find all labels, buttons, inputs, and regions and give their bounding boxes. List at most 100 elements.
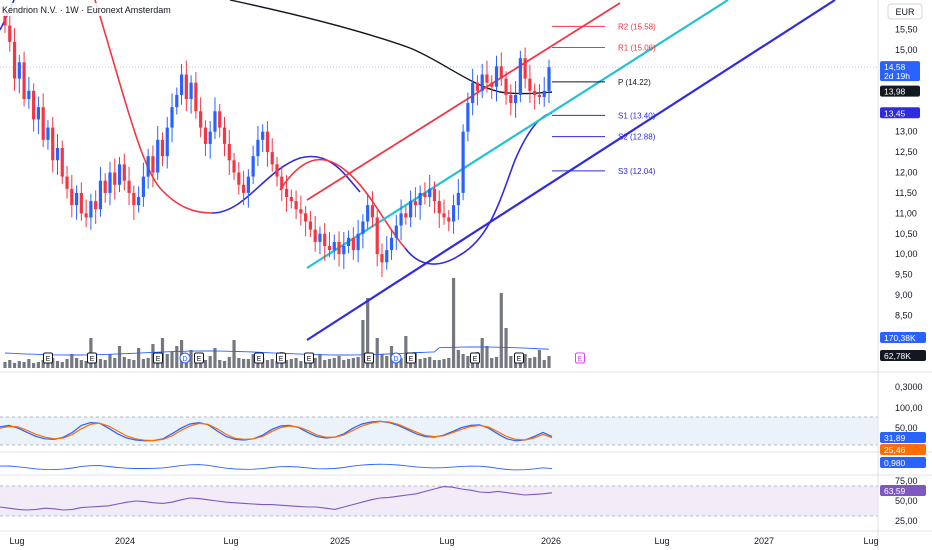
candle-body [98,180,103,210]
candle [432,181,437,214]
volume-bar [70,354,74,368]
currency-label[interactable]: EUR [887,3,923,20]
volume-bar [494,357,499,368]
volume-bar [22,362,26,368]
candle-body [413,201,417,206]
price-tick: 11,00 [895,208,917,218]
volume-bar [246,359,250,368]
rsi-pane-bg [0,485,878,517]
candle-body [313,229,317,242]
candle [141,162,145,207]
event-letter: E [578,356,583,363]
channel-red-line [306,2,621,201]
candle [70,174,74,218]
candle-body [361,221,365,234]
event-marker: D [179,352,191,364]
volume-bar [423,358,427,368]
candle [65,165,69,199]
volume-bar [518,360,522,368]
event-marker: E [304,352,314,364]
candle [122,153,126,191]
indicator-badge: 62,78K [880,350,926,361]
candle [108,161,112,206]
candle [308,210,313,238]
price-badge-bg [880,85,920,97]
volume-bar [447,358,451,368]
candle-body [165,127,169,157]
price-tick: 15,50 [895,25,918,35]
candle [160,132,165,166]
candle-body [447,217,451,222]
candle [55,134,60,175]
event-marker: E [470,352,480,364]
candle-body [160,139,165,157]
price-tick: 11,50 [895,188,917,198]
candle-body [103,180,107,193]
event-badge [514,352,524,364]
currency-text: EUR [895,7,915,17]
event-letter: E [46,356,51,363]
rsi-tick: 50,00 [895,496,918,506]
candle-body [275,164,279,177]
event-badge [390,352,402,364]
candle [12,27,17,91]
candle-body [499,66,503,79]
event-marker: E [276,352,286,364]
volume-bar [98,359,103,368]
candle [232,152,236,180]
volume-bar [304,360,308,368]
price-badge: 13,98 [880,85,920,97]
candle [537,84,542,105]
indicator-badge-label: 25,46 [884,445,906,455]
candle-body [270,152,274,165]
candle [32,83,36,132]
volume-bar [513,359,518,368]
time-axis[interactable]: Lug 2024 Lug 2025 Lug 2026 Lug 2027 Lug [9,536,878,546]
candle-body [518,58,522,95]
moving-average-blue [211,155,361,214]
candle [46,120,50,150]
indicator-badge-bg [880,457,926,468]
volume-bar [461,354,465,368]
candle-body [70,188,74,206]
candle-body [537,94,542,97]
candle [418,185,422,220]
candle-body [385,250,389,263]
candle-body [394,225,398,238]
candle-body [370,205,375,218]
volume-bar [146,358,150,368]
candle [380,243,384,278]
volume-bar [32,363,36,368]
volume-bar [79,360,83,368]
candle-body [175,94,179,108]
candle [294,190,298,220]
candle [313,215,317,252]
pivot-label: S2 (12.88) [618,133,656,142]
candle [222,116,227,157]
candle-body [108,172,112,193]
candle [179,63,184,105]
candle-body [437,201,441,214]
candle-body [432,188,437,202]
candle [351,227,355,260]
candle [241,170,246,206]
volume-bar [537,350,542,368]
candle-body [170,107,174,128]
candle-body [356,233,360,251]
event-marker: E [406,352,416,364]
indicator-badge-bg [880,444,926,455]
candle [523,47,527,89]
time-tick: 2027 [754,536,774,546]
event-letter: D [182,356,187,363]
candle-body [299,209,303,214]
candle [480,63,484,99]
candle [256,125,260,166]
candle [504,71,508,105]
candle-body [261,131,265,140]
candle-body [179,74,184,95]
candle [275,156,279,187]
event-badge [276,352,286,364]
candle-body [256,139,260,157]
